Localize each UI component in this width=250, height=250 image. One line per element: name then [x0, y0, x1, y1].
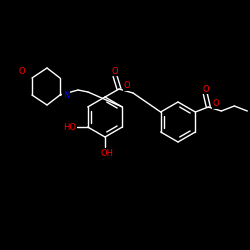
- Text: O: O: [212, 100, 219, 108]
- Text: HO: HO: [63, 122, 76, 132]
- Text: N: N: [63, 90, 69, 100]
- Text: O: O: [202, 84, 209, 94]
- Text: O: O: [124, 82, 130, 90]
- Text: O: O: [112, 66, 118, 76]
- Text: OH: OH: [100, 148, 114, 158]
- Text: O: O: [19, 68, 25, 76]
